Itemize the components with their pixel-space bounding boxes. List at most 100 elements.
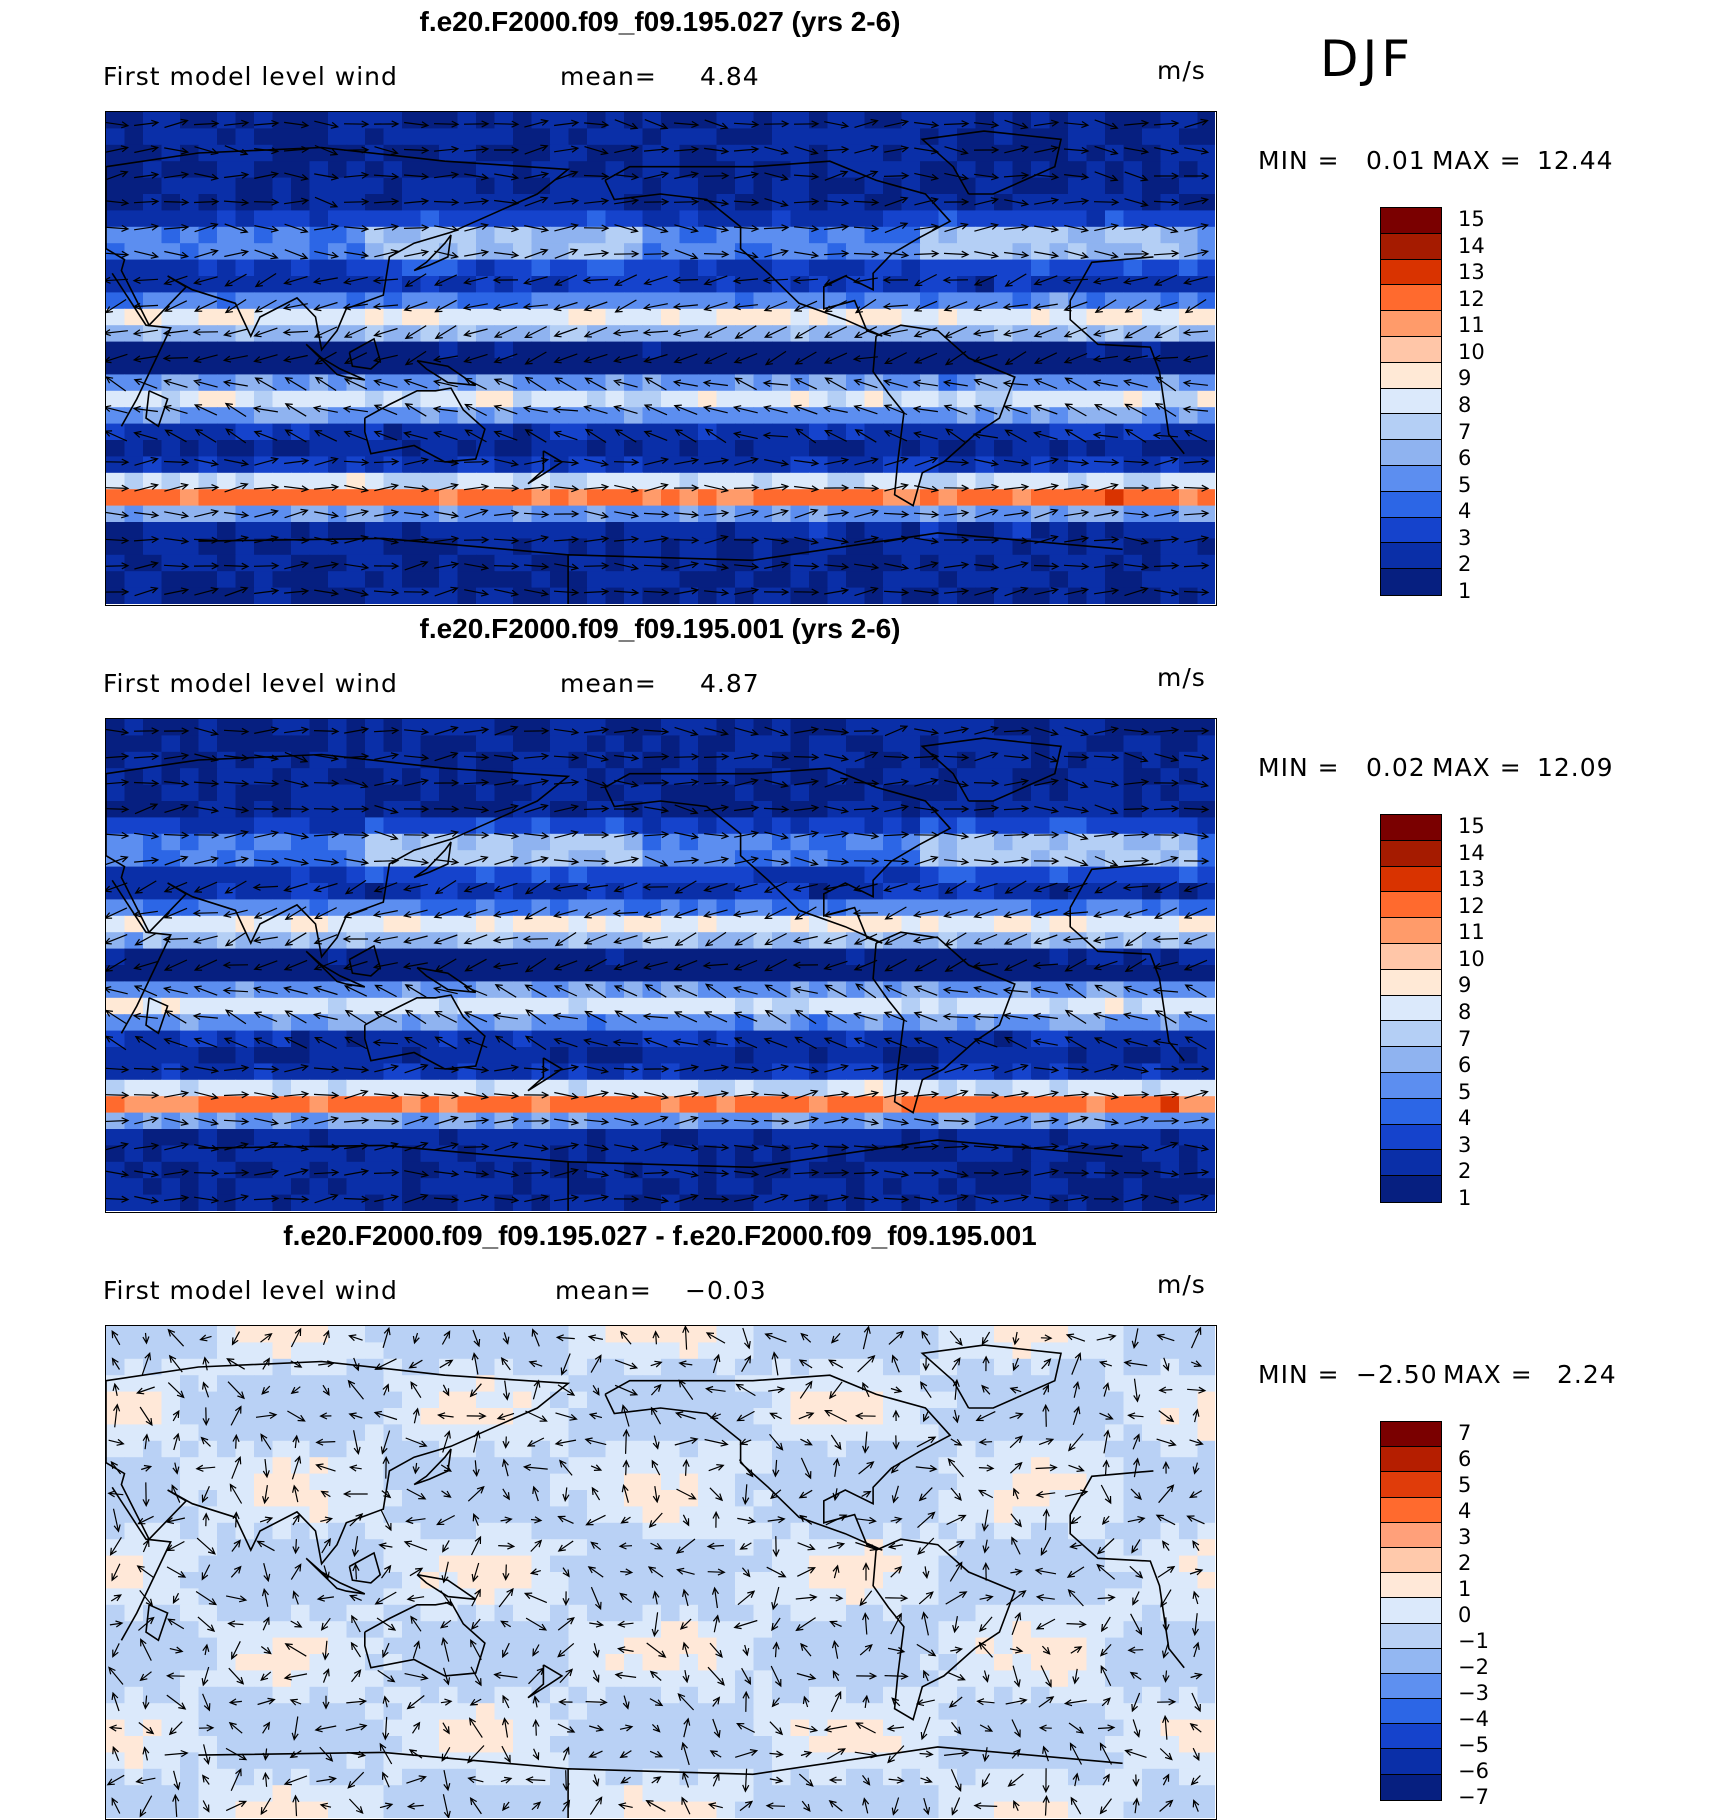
field-cell	[1031, 309, 1050, 326]
field-cell	[162, 752, 181, 769]
field-cell	[920, 309, 939, 326]
field-cell	[791, 571, 810, 588]
field-cell	[384, 965, 403, 982]
field-cell	[1105, 128, 1124, 145]
field-cell	[772, 309, 791, 326]
field-cell	[717, 1014, 736, 1031]
field-cell	[698, 1178, 717, 1195]
field-cell	[291, 998, 310, 1015]
field-cell	[1142, 1047, 1161, 1064]
field-cell	[809, 949, 828, 966]
field-cell	[865, 1014, 884, 1031]
colorbar-swatch	[1381, 311, 1441, 337]
field-cell	[1124, 817, 1143, 834]
field-cell	[273, 1145, 292, 1162]
field-cell	[587, 949, 606, 966]
field-cell	[828, 522, 847, 539]
field-cell	[957, 309, 976, 326]
field-cell	[310, 309, 329, 326]
field-cell	[254, 1129, 273, 1146]
field-cell	[772, 243, 791, 260]
field-cell	[347, 817, 366, 834]
field-cell	[772, 1178, 791, 1195]
field-cell	[569, 588, 588, 604]
field-cell	[439, 210, 458, 227]
field-cell	[569, 916, 588, 933]
field-cell	[384, 292, 403, 309]
field-cell	[865, 899, 884, 916]
field-cell	[458, 1129, 477, 1146]
field-cell	[1124, 1162, 1143, 1179]
field-cell	[809, 128, 828, 145]
field-cell	[291, 916, 310, 933]
field-cell	[754, 949, 773, 966]
field-cell	[809, 292, 828, 309]
field-cell	[939, 522, 958, 539]
field-cell	[236, 1162, 255, 1179]
field-cell	[606, 850, 625, 867]
field-cell	[606, 506, 625, 523]
field-cell	[994, 161, 1013, 178]
field-cell	[384, 834, 403, 851]
field-cell	[180, 965, 199, 982]
field-cell	[569, 981, 588, 998]
field-cell	[328, 342, 347, 359]
field-cell	[125, 588, 144, 604]
field-cell	[754, 768, 773, 785]
field-cell	[661, 489, 680, 506]
field-cell	[1161, 210, 1180, 227]
field-cell	[513, 571, 532, 588]
field-cell	[865, 1047, 884, 1064]
field-cell	[1087, 801, 1106, 818]
field-cell	[920, 489, 939, 506]
field-cell	[550, 867, 569, 884]
field-cell	[458, 128, 477, 145]
field-cell	[569, 391, 588, 408]
field-cell	[273, 407, 292, 424]
field-cell	[365, 1195, 384, 1211]
field-cell	[791, 128, 810, 145]
field-cell	[495, 1096, 514, 1113]
field-cell	[365, 588, 384, 604]
field-cell	[328, 817, 347, 834]
field-cell	[180, 1113, 199, 1130]
field-cell	[550, 1047, 569, 1064]
field-cell	[939, 260, 958, 277]
field-cell	[328, 145, 347, 162]
field-cell	[994, 1014, 1013, 1031]
field-cell	[1124, 1047, 1143, 1064]
field-cell	[606, 1129, 625, 1146]
field-cell	[106, 949, 125, 966]
field-cell	[495, 916, 514, 933]
field-cell	[643, 407, 662, 424]
field-cell	[791, 243, 810, 260]
season-label: DJF	[1320, 30, 1414, 88]
field-cell	[1013, 899, 1032, 916]
field-cell	[957, 981, 976, 998]
field-cell	[957, 883, 976, 900]
field-cell	[809, 1145, 828, 1162]
field-cell	[1105, 571, 1124, 588]
field-cell	[532, 309, 551, 326]
field-cell	[328, 571, 347, 588]
field-cell	[1161, 424, 1180, 441]
field-cell	[920, 1096, 939, 1113]
field-cell	[920, 1145, 939, 1162]
field-cell	[717, 981, 736, 998]
field-cell	[698, 817, 717, 834]
field-cell	[1124, 276, 1143, 293]
field-cell	[217, 440, 236, 457]
field-cell	[606, 1014, 625, 1031]
field-cell	[643, 145, 662, 162]
field-cell	[495, 538, 514, 555]
field-cell	[1161, 571, 1180, 588]
field-cell	[772, 128, 791, 145]
field-cell	[717, 588, 736, 604]
field-cell	[1050, 768, 1069, 785]
field-cell	[495, 1129, 514, 1146]
field-cell	[994, 489, 1013, 506]
field-cell	[1050, 292, 1069, 309]
field-cell	[717, 374, 736, 391]
field-cell	[1087, 456, 1106, 473]
